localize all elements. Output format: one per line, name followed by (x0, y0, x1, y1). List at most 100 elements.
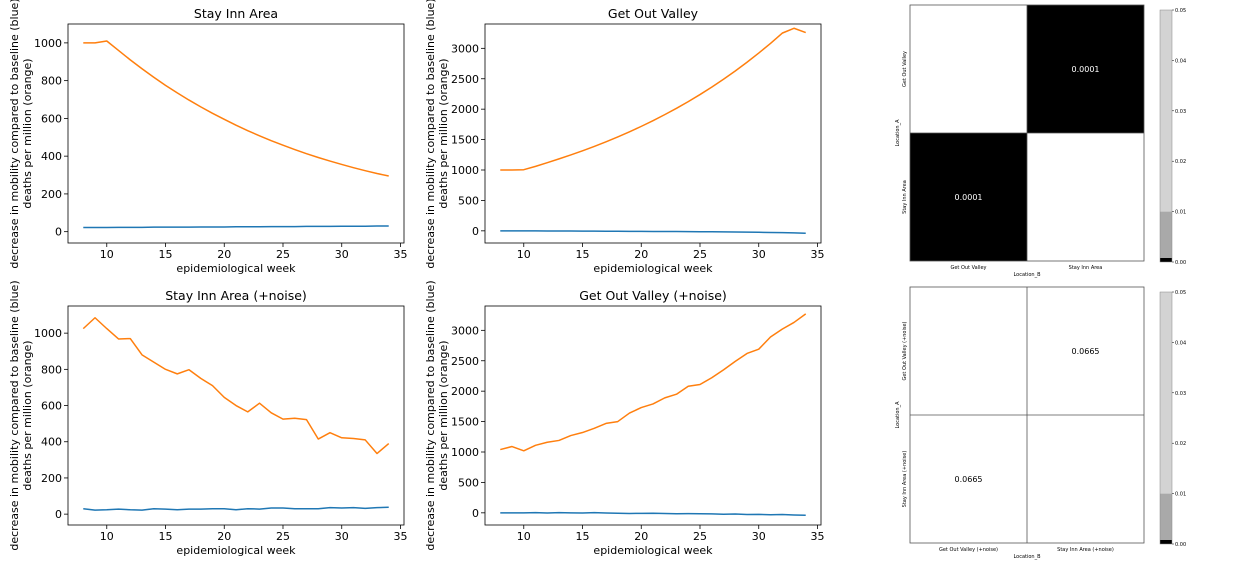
x-tick-label: 25 (276, 530, 290, 543)
y-tick-label: 1000 (451, 164, 479, 177)
heatmap-cell (1027, 287, 1144, 415)
y-tick-label: 0 (55, 226, 62, 239)
y-tick-label: 0 (55, 508, 62, 521)
chart-title: Get Out Valley (608, 6, 699, 21)
deaths-line (500, 313, 807, 452)
y-tick-label: 1000 (34, 37, 62, 50)
y-tick-label: 1500 (451, 134, 479, 147)
colorbar-tick-label: 0.02 (1175, 159, 1186, 165)
y-tick-label: 500 (458, 476, 479, 489)
x-tick-label: 20 (634, 530, 648, 543)
x-tick-label: 10 (100, 248, 114, 261)
x-axis-label: epidemiological week (593, 544, 713, 557)
colorbar-segment (1160, 292, 1172, 494)
y-axis-label: decrease in mobility compared to baselin… (8, 0, 21, 269)
y-tick-label: 0 (472, 507, 479, 520)
colorbar-frame (1159, 291, 1173, 545)
x-tick-label: 30 (752, 530, 766, 543)
y-tick-label: 3000 (451, 324, 479, 337)
y-axis-label: decrease in mobility compared to baselin… (424, 280, 437, 550)
heatmap-cell (910, 415, 1027, 543)
chart-title: Stay Inn Area (+noise) (165, 288, 307, 303)
col-tick-label: Stay Inn Area (+noise) (1057, 547, 1114, 553)
x-tick-label: 20 (217, 530, 231, 543)
x-tick-label: 10 (100, 530, 114, 543)
y-tick-label: 800 (41, 75, 62, 88)
x-tick-label: 20 (217, 248, 231, 261)
line-chart-4: 10 15 20 25 30 35 0 500 1000 1500 2000 2500 3000 Get … (424, 280, 824, 557)
chart-title: Stay Inn Area (194, 6, 278, 21)
heatmap-cell (910, 5, 1027, 133)
colorbar-tick-label: 0.03 (1175, 109, 1186, 115)
colorbar-tick-label: 0.05 (1175, 8, 1186, 14)
colorbar-tick-label: 0.05 (1175, 290, 1186, 296)
deaths-line (82, 317, 390, 455)
x-tick-label: 15 (576, 248, 590, 261)
y-tick-label: 800 (41, 363, 62, 376)
cell-value-label: 0.0665 (1072, 347, 1100, 356)
y-axis-label-2: deaths per million (orange) (21, 340, 34, 490)
mobility-line (83, 506, 389, 511)
colorbar-frame (1159, 9, 1173, 263)
y-axis-label: decrease in mobility compared to baselin… (8, 280, 21, 550)
row-tick-label: Get Out Valley (+noise) (902, 321, 908, 380)
colorbar-tick-label: 0.02 (1175, 441, 1186, 447)
colorbar-tick-label: 0.00 (1175, 542, 1186, 548)
colorbar-segment (1160, 258, 1172, 262)
x-tick-label: 30 (335, 530, 349, 543)
x-tick-label: 35 (393, 248, 407, 261)
mobility-line (83, 225, 389, 229)
y-tick-label: 200 (41, 472, 62, 485)
x-tick-label: 35 (393, 530, 407, 543)
colorbar-segment (1160, 211, 1172, 258)
y-tick-label: 1500 (451, 416, 479, 429)
y-tick-label: 600 (41, 112, 62, 125)
heatmap-cell (1027, 5, 1144, 133)
x-tick-label: 30 (335, 248, 349, 261)
colorbar-tick-label: 0.01 (1175, 210, 1186, 216)
y-tick-label: 2500 (451, 73, 479, 86)
y-axis-label-2: deaths per million (orange) (437, 340, 450, 490)
y-axis-label: Location_A (895, 119, 901, 147)
x-tick-label: 10 (517, 530, 531, 543)
y-tick-label: 2500 (451, 355, 479, 368)
y-tick-label: 200 (41, 188, 62, 201)
line-chart-1: 10 15 20 25 30 35 0 500 1000 1500 2000 2500 3000 Get … (424, 0, 824, 275)
cell-value-label: 0.0001 (955, 193, 983, 202)
x-tick-label: 20 (634, 248, 648, 261)
colorbar-segment (1160, 10, 1172, 212)
plot-frame (484, 305, 822, 526)
line-chart-3: 10 15 20 25 30 35 0 200 400 600 800 1000 Stay Inn Ar… (8, 280, 407, 557)
x-axis-label: epidemiological week (176, 544, 296, 557)
x-tick-label: 35 (810, 530, 824, 543)
x-axis-label: epidemiological week (593, 262, 713, 275)
row-tick-label: Get Out Valley (902, 51, 908, 87)
x-tick-label: 15 (576, 530, 590, 543)
y-tick-label: 1000 (451, 446, 479, 459)
y-tick-label: 2000 (451, 103, 479, 116)
colorbar-tick-label: 0.04 (1175, 340, 1186, 346)
mobility-line (500, 230, 806, 235)
col-tick-label: Get Out Valley (950, 265, 986, 271)
x-tick-label: 25 (693, 530, 707, 543)
plot-frame (67, 305, 405, 526)
colorbar-segment (1160, 540, 1172, 544)
y-axis-label: decrease in mobility compared to baselin… (424, 0, 437, 269)
y-tick-label: 400 (41, 436, 62, 449)
heatmap-cell (1027, 415, 1144, 543)
x-tick-label: 15 (159, 248, 173, 261)
heatmap-cell (910, 287, 1027, 415)
heatmap-frame (909, 4, 1145, 262)
row-tick-label: Stay Inn Area (+noise) (902, 451, 908, 508)
colorbar-segment (1160, 493, 1172, 540)
y-tick-label: 400 (41, 150, 62, 163)
deaths-line (500, 27, 806, 171)
heatmap-frame (909, 286, 1145, 544)
cell-value-label: 0.0665 (955, 475, 983, 484)
x-tick-label: 10 (517, 248, 531, 261)
x-tick-label: 30 (752, 248, 766, 261)
y-tick-label: 3000 (451, 42, 479, 55)
plot-frame (67, 23, 405, 244)
y-tick-label: 2000 (451, 385, 479, 398)
